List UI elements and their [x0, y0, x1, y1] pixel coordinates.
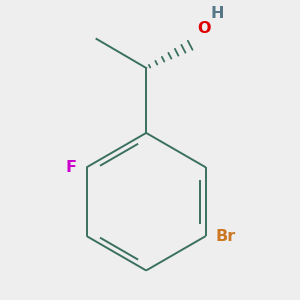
Text: F: F [66, 160, 77, 175]
Text: H: H [210, 6, 224, 21]
Text: Br: Br [216, 229, 236, 244]
Text: O: O [197, 21, 211, 36]
